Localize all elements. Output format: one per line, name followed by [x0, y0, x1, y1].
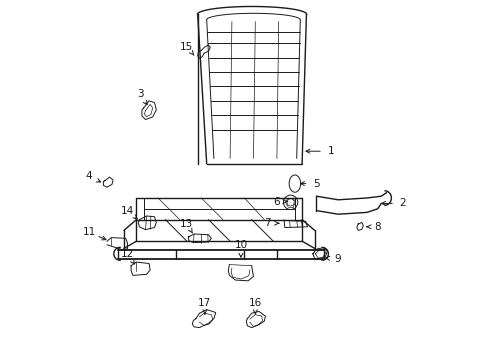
Text: 12: 12 — [121, 249, 134, 259]
Text: 1: 1 — [327, 146, 333, 156]
Text: 14: 14 — [121, 206, 134, 216]
Text: 9: 9 — [334, 254, 341, 264]
Text: 17: 17 — [198, 298, 211, 308]
Text: 6: 6 — [273, 197, 280, 207]
Text: 4: 4 — [85, 171, 92, 181]
Text: 16: 16 — [248, 298, 262, 308]
Text: 13: 13 — [180, 219, 193, 229]
Text: 5: 5 — [312, 179, 319, 189]
Text: 3: 3 — [137, 89, 143, 99]
Text: 2: 2 — [399, 198, 406, 208]
Text: 15: 15 — [180, 42, 193, 52]
Text: 11: 11 — [82, 227, 96, 237]
Text: 8: 8 — [374, 222, 380, 232]
Text: 7: 7 — [264, 218, 271, 228]
Text: 10: 10 — [234, 240, 247, 250]
